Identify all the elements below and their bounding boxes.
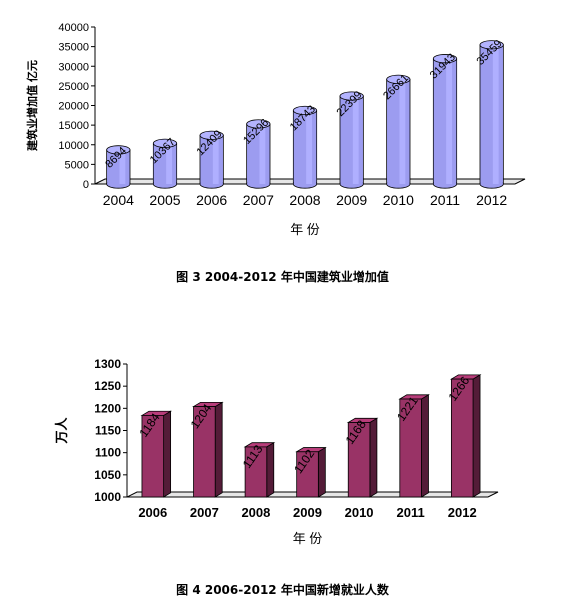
bar-2011	[398, 394, 430, 498]
bar-2012	[479, 40, 504, 189]
x-axis-title: 年 份	[293, 531, 323, 546]
y-tick-label: 1050	[94, 468, 121, 482]
y-tick-label: 1150	[95, 424, 121, 438]
bar-2007	[246, 119, 271, 189]
x-tick-label: 2004	[103, 192, 134, 208]
construction-value-chart: 0 5000 10000 15000 20000 25000 30000 35000 40000…	[25, 22, 526, 237]
bar-top	[106, 145, 131, 155]
bar-top	[479, 40, 504, 50]
bar-2011	[432, 54, 458, 189]
bar-top	[246, 119, 271, 129]
bar-highlight	[352, 96, 359, 184]
y-tick-label: 5000	[65, 159, 89, 171]
bar-highlight	[119, 149, 126, 184]
bar-front	[244, 446, 268, 498]
bar-2012	[449, 374, 482, 498]
bar-highlight	[166, 143, 172, 184]
x-tick-label: 2007	[190, 505, 219, 520]
x-tick-label: 2011	[397, 505, 425, 520]
bar-front	[193, 406, 216, 498]
y-tick-label: 1200	[94, 401, 121, 415]
x-tick-label: 2009	[293, 505, 322, 520]
bar-2009	[339, 91, 364, 189]
y-tick-label: 30000	[58, 61, 89, 73]
y-tick-label: 1000	[94, 490, 121, 504]
bar-highlight	[259, 123, 266, 184]
y-tick-label: 40000	[58, 22, 89, 34]
y-tick-label: 15000	[58, 120, 89, 132]
bar-2010	[346, 417, 379, 498]
bar-highlight	[492, 44, 499, 184]
bar-2008	[292, 105, 318, 189]
bar-side	[472, 374, 481, 498]
y-tick-label: 1100	[95, 446, 121, 460]
y-tick-label: 0	[83, 179, 89, 191]
bar-2010	[386, 74, 411, 189]
bar-highlight	[446, 58, 452, 184]
x-tick-label: 2010	[383, 192, 414, 208]
y-tick-label: 1250	[94, 379, 121, 393]
x-tick-label: 2012	[476, 192, 507, 208]
x-tick-label: 2007	[243, 192, 274, 208]
bar-2005	[152, 138, 178, 189]
x-tick-label: 2009	[336, 192, 367, 208]
y-tick-label: 35000	[58, 42, 89, 54]
x-tick-label: 2008	[241, 505, 270, 520]
x-tick-label: 2010	[345, 505, 374, 520]
bar-side	[369, 417, 378, 498]
bar-side	[421, 394, 429, 498]
y-axis-title: 建筑业增加值 亿元	[25, 60, 39, 151]
bar-side	[317, 446, 326, 498]
bar-2008	[243, 441, 276, 498]
bar-top	[152, 138, 178, 148]
bar-top	[339, 91, 364, 101]
x-tick-label: 2012	[448, 505, 477, 520]
bar-top	[432, 54, 458, 64]
bar-top	[292, 105, 318, 116]
bar-side	[163, 410, 172, 498]
x-tick-label: 2006	[196, 192, 227, 208]
bar-highlight	[212, 135, 219, 184]
new-employment-chart: 1000105011001150120012501300118420061204…	[54, 357, 499, 546]
bar-front	[141, 415, 165, 498]
x-tick-label: 2008	[289, 192, 320, 208]
y-tick-label: 1300	[94, 357, 121, 371]
bar-front	[450, 378, 474, 498]
bar-top	[199, 130, 224, 140]
bar-front	[347, 422, 371, 498]
bar-front	[296, 451, 319, 498]
y-tick-label: 25000	[58, 81, 89, 93]
bar-side	[266, 441, 275, 498]
x-tick-label: 2006	[138, 505, 167, 520]
x-axis-title: 年 份	[290, 222, 320, 237]
bar-2006	[140, 410, 173, 498]
bar-2007	[192, 401, 224, 498]
bar-highlight	[306, 110, 312, 184]
chart1-caption: 图 3 2004-2012 年中国建筑业增加值	[176, 270, 389, 284]
bar-2004	[106, 145, 131, 189]
bar-top	[386, 74, 411, 84]
y-axis-title: 万人	[54, 417, 69, 445]
x-tick-label: 2005	[149, 192, 180, 208]
bar-2009	[295, 446, 327, 498]
y-tick-label: 20000	[58, 101, 89, 113]
bar-highlight	[399, 79, 406, 184]
bar-2006	[199, 130, 224, 189]
chart2-caption: 图 4 2006-2012 年中国新增就业人数	[176, 583, 389, 597]
y-tick-label: 10000	[58, 140, 89, 152]
bar-front	[399, 398, 422, 498]
bar-side	[214, 401, 223, 498]
x-tick-label: 2011	[430, 192, 460, 208]
